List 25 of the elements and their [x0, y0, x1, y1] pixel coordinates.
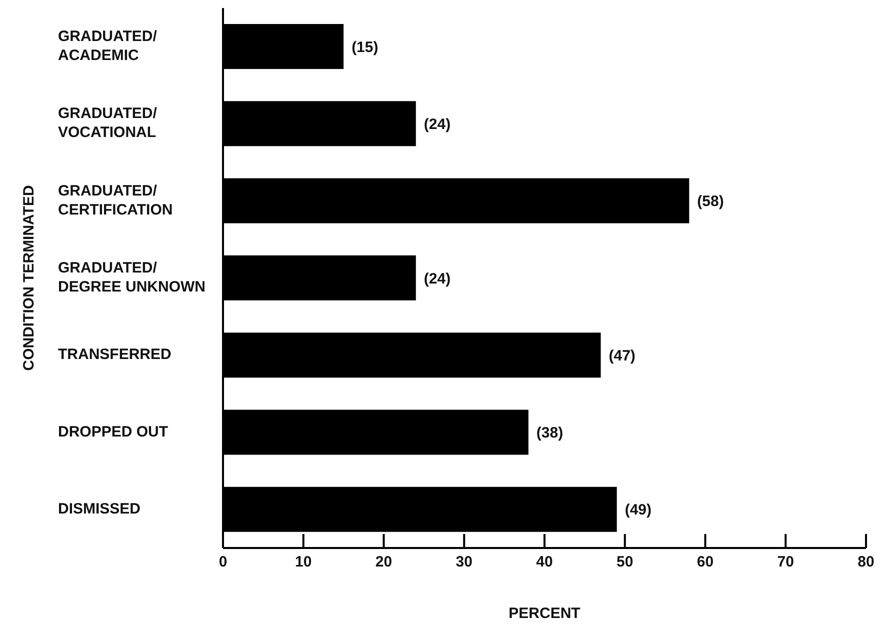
data-label: (15): [352, 38, 378, 56]
x-tick-label: 40: [536, 554, 553, 571]
x-tick-label: 30: [456, 554, 472, 571]
y-tick-label: GRADUATED/ CERTIFICATION: [58, 182, 173, 218]
y-tick-label: GRADUATED/ DEGREE UNKNOWN: [58, 259, 206, 296]
data-label: (38): [536, 424, 564, 442]
y-tick-label: DISMISSED: [58, 500, 141, 518]
x-tick-label: 50: [616, 554, 634, 571]
y-tick-label: TRANSFERRED: [58, 346, 172, 364]
y-tick-label: GRADUATED/ VOCATIONAL: [58, 105, 158, 142]
x-tick-label: 70: [777, 554, 794, 571]
data-label: (58): [697, 193, 724, 210]
y-tick-label: DROPPED OUT: [58, 423, 168, 440]
data-label: (24): [424, 270, 451, 288]
x-tick-label: 10: [295, 554, 312, 571]
x-tick-label: 60: [696, 554, 714, 571]
data-label: (49): [624, 502, 652, 519]
y-tick-label: GRADUATED/ ACADEMIC: [58, 28, 158, 64]
data-label: (47): [608, 347, 636, 364]
data-label: (24): [424, 116, 451, 133]
x-tick-label: 80: [858, 554, 874, 571]
x-tick-label: 20: [375, 554, 392, 571]
y-axis-title: CONDITION TERMINATED: [20, 185, 38, 371]
x-tick-label: 0: [218, 554, 228, 571]
x-axis-title: PERCENT: [508, 605, 580, 622]
